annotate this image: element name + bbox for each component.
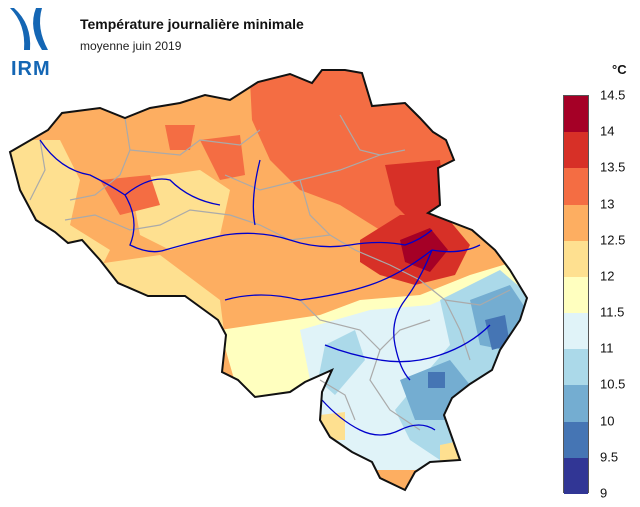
legend-swatch — [564, 204, 588, 242]
legend-swatch — [564, 385, 588, 423]
map-title: Température journalière minimale — [80, 16, 304, 32]
legend-label: 11.5 — [600, 304, 625, 320]
legend-swatch — [564, 132, 588, 169]
legend-label: 9 — [600, 485, 608, 501]
legend-swatch — [564, 313, 588, 350]
legend-label: 14.5 — [600, 87, 626, 103]
legend-label: 12 — [600, 268, 615, 284]
legend-label: 11 — [600, 340, 614, 356]
legend-swatch — [564, 96, 588, 133]
legend-swatch — [564, 276, 588, 314]
legend-label: 13 — [600, 196, 615, 212]
legend-swatch — [564, 168, 588, 206]
legend-swatch — [564, 240, 588, 278]
legend-label: 10.5 — [600, 376, 626, 392]
legend-label: 13.5 — [600, 159, 626, 175]
map-subtitle: moyenne juin 2019 — [80, 39, 182, 53]
legend-label: 10 — [600, 413, 615, 429]
legend-swatch — [564, 421, 588, 459]
legend-swatch — [564, 457, 588, 495]
color-legend — [563, 95, 589, 495]
belgium-temperature-map — [8, 69, 529, 492]
legend-label: 9.5 — [600, 449, 619, 465]
legend-swatch — [564, 349, 588, 386]
irm-logo: IRM — [6, 6, 58, 80]
legend-unit: °C — [612, 62, 627, 77]
legend-label: 12.5 — [600, 232, 626, 248]
legend-label: 14 — [600, 123, 615, 139]
